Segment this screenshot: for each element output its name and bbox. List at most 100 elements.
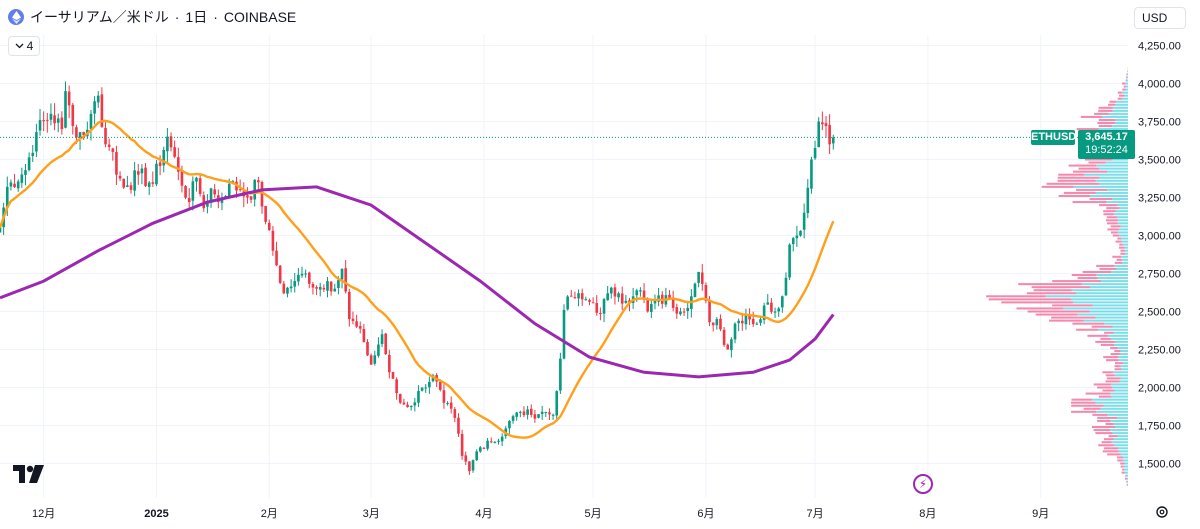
volume-profile-sell-row xyxy=(1117,91,1122,94)
candle-body xyxy=(373,355,377,364)
candle-body xyxy=(828,124,831,145)
candle-body xyxy=(144,167,147,187)
candle-body xyxy=(577,293,580,299)
lightning-icon[interactable]: ⚡ xyxy=(913,474,933,494)
volume-profile-sell-row xyxy=(1125,79,1127,82)
candle-body xyxy=(402,402,406,405)
volume-profile-sell-row xyxy=(1120,252,1125,255)
volume-profile-buy-row xyxy=(1122,97,1128,100)
volume-profile-buy-row xyxy=(1076,292,1128,295)
candle-body xyxy=(195,177,198,182)
candle-body xyxy=(740,320,744,324)
candle-body xyxy=(639,290,642,292)
exchange-label: COINBASE xyxy=(223,9,297,25)
volume-profile-buy-row xyxy=(1120,377,1128,380)
volume-profile-buy-row xyxy=(1095,191,1128,194)
volume-profile-buy-row xyxy=(1110,392,1128,395)
volume-profile-sell-row xyxy=(1114,261,1123,264)
candles xyxy=(0,81,835,475)
candle-body xyxy=(198,178,202,194)
candle-body xyxy=(602,299,606,314)
volume-profile-buy-row xyxy=(1083,319,1128,322)
volume-profile-buy-row xyxy=(1096,164,1128,167)
volume-profile-buy-row xyxy=(1117,435,1128,438)
indicators-toggle-button[interactable]: 4 xyxy=(8,36,40,56)
candle-body xyxy=(100,94,104,127)
volume-profile-sell-row xyxy=(1080,115,1103,118)
volume-profile-buy-row xyxy=(1108,334,1128,337)
volume-profile-buy-row xyxy=(1073,185,1128,188)
candle-body xyxy=(104,127,107,145)
volume-profile-buy-row xyxy=(1124,94,1128,97)
x-tick-label: 12月 xyxy=(32,508,55,520)
y-tick-label: 1,750.00 xyxy=(1138,421,1181,433)
volume-profile-buy-row xyxy=(1071,298,1128,301)
candle-body xyxy=(89,113,93,129)
candle-body xyxy=(551,414,555,416)
y-tick-label: 4,000.00 xyxy=(1138,79,1181,91)
gear-icon[interactable] xyxy=(1154,504,1170,520)
candle-body xyxy=(500,436,504,442)
volume-profile-sell-row xyxy=(1122,82,1126,85)
volume-profile-sell-row xyxy=(1026,292,1077,295)
x-tick-label: 8月 xyxy=(919,508,936,520)
symbol-title[interactable]: イーサリアム／米ドル xyxy=(30,9,169,25)
candle-body xyxy=(457,417,460,434)
volume-profile-buy-row xyxy=(1112,386,1128,389)
candle-body xyxy=(122,178,126,188)
candle-body xyxy=(391,372,395,379)
chevron-down-icon xyxy=(15,43,24,49)
currency-selector[interactable]: USD xyxy=(1134,7,1186,29)
volume-profile-sell-row xyxy=(1110,225,1121,228)
volume-profile-sell-row xyxy=(1098,395,1112,398)
volume-profile-buy-row xyxy=(1116,267,1128,270)
volume-profile-buy-row xyxy=(1105,161,1128,164)
volume-profile-buy-row xyxy=(1122,459,1128,462)
volume-profile-sell-row xyxy=(1097,419,1111,422)
candle-body xyxy=(333,288,337,292)
volume-profile-buy-row xyxy=(1045,295,1128,298)
candle-body xyxy=(180,171,184,186)
volume-profile-sell-row xyxy=(1125,474,1127,477)
candle-body xyxy=(369,355,373,365)
volume-profile-buy-row xyxy=(1124,471,1128,474)
y-tick-label: 3,000.00 xyxy=(1138,231,1181,243)
volume-profile-buy-row xyxy=(1062,307,1128,310)
volume-profile-buy-row xyxy=(1122,258,1128,261)
candle-body xyxy=(475,451,478,461)
volume-profile-buy-row xyxy=(1125,88,1128,91)
candle-body xyxy=(115,152,118,175)
candle-body xyxy=(307,272,311,284)
chart-header: イーサリアム／米ドル · 1日 · COINBASE xyxy=(8,7,296,27)
x-tick-label: 6月 xyxy=(697,508,714,520)
candle-body xyxy=(238,189,242,191)
candle-body xyxy=(478,447,482,452)
volume-profile-buy-row xyxy=(1112,109,1128,112)
candle-body xyxy=(260,182,264,207)
candle-body xyxy=(56,118,60,123)
volume-profile-sell-row xyxy=(1098,444,1115,447)
x-axis: 12月 2025 2月 3月 4月 5月 6月 7月 8月 9月 xyxy=(32,508,1049,520)
candle-body xyxy=(286,287,289,294)
candle-body xyxy=(489,441,493,443)
volume-profile-sell-row xyxy=(1121,471,1125,474)
candle-body xyxy=(540,411,544,414)
y-tick-label: 3,500.00 xyxy=(1138,155,1181,167)
volume-profile-sell-row xyxy=(1102,389,1115,392)
candle-body xyxy=(449,402,453,409)
candle-body xyxy=(617,293,620,298)
volume-profile-buy-row xyxy=(1112,106,1128,109)
volume-profile-sell-row xyxy=(1117,97,1123,100)
volume-profile-buy-row xyxy=(1112,371,1128,374)
candle-body xyxy=(27,157,31,171)
tradingview-logo[interactable] xyxy=(13,465,45,488)
volume-profile-buy-row xyxy=(1114,374,1128,377)
volume-profile-buy-row xyxy=(1096,274,1128,277)
volume-profile-sell-row xyxy=(1104,331,1114,334)
volume-profile-sell-row xyxy=(1076,128,1099,131)
volume-profile-sell-row xyxy=(1095,432,1113,435)
candle-body xyxy=(824,123,828,127)
volume-profile-sell-row xyxy=(1102,371,1113,374)
timeframe-label[interactable]: 1日 xyxy=(185,9,208,25)
